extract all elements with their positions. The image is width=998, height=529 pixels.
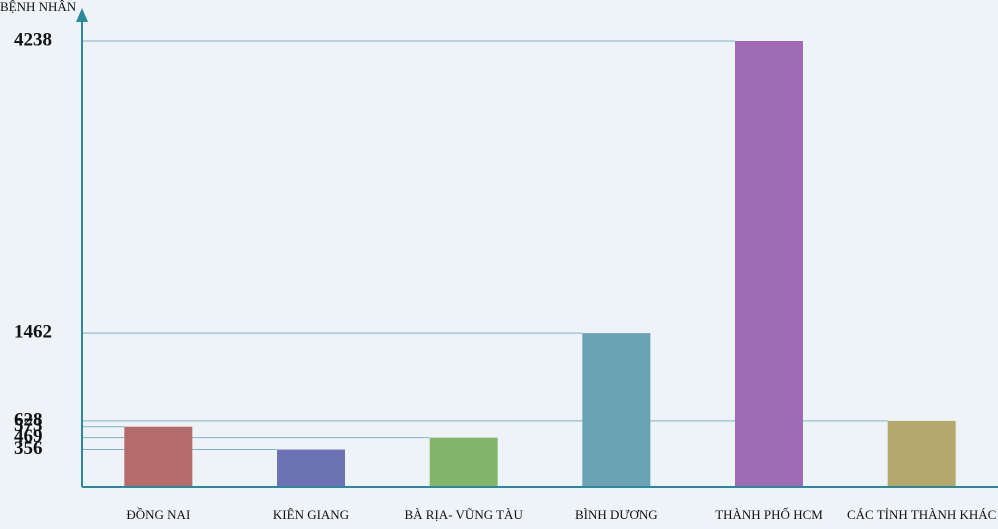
x-tick-label: ĐỒNG NAI bbox=[126, 507, 190, 522]
x-tick-label: THÀNH PHỐ HCM bbox=[715, 507, 823, 522]
bar bbox=[277, 449, 345, 487]
bar bbox=[582, 333, 651, 487]
bar bbox=[735, 41, 803, 487]
y-axis-label: BỆNH NHÂN bbox=[0, 0, 77, 14]
axis-arrow bbox=[76, 8, 88, 22]
y-tick-label: 469 bbox=[14, 426, 43, 447]
y-tick-label: 1462 bbox=[14, 322, 52, 343]
bar bbox=[429, 437, 498, 487]
x-tick-label: CÁC TỈNH THÀNH KHÁC bbox=[847, 507, 996, 522]
bar bbox=[124, 426, 193, 487]
x-tick-label: BÀ RỊA- VŨNG TÀU bbox=[405, 507, 524, 522]
y-tick-label: 628 bbox=[14, 409, 43, 430]
bar bbox=[887, 420, 956, 487]
x-tick-label: KIÊN GIANG bbox=[273, 507, 349, 522]
y-tick-label: 4238 bbox=[14, 29, 52, 50]
y-tick-label: 356 bbox=[14, 438, 43, 459]
y-tick-label: 573 bbox=[14, 415, 43, 436]
x-tick-label: BÌNH DƯƠNG bbox=[575, 507, 658, 522]
